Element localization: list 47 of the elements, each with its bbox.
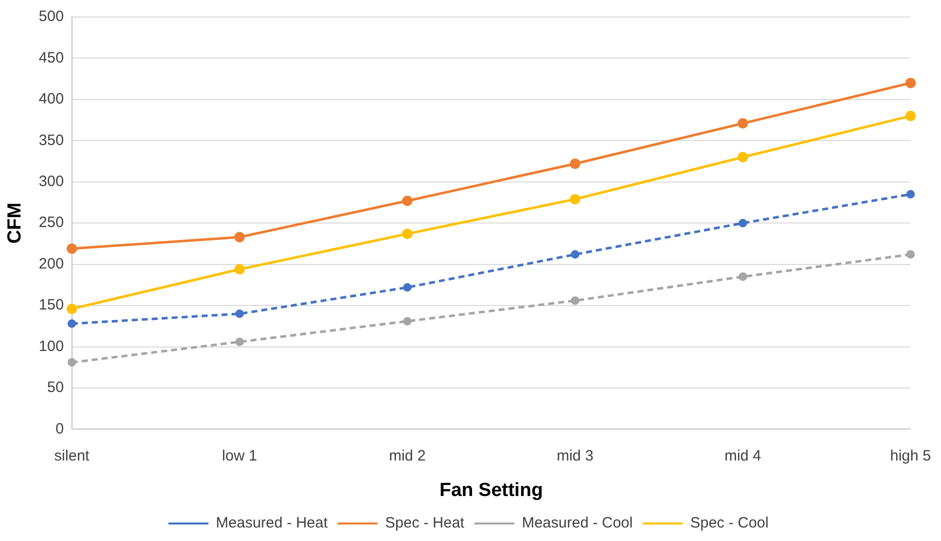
point — [905, 78, 916, 88]
y-tick-label: 100 — [38, 338, 64, 355]
point — [570, 158, 580, 169]
legend-label: Measured - Cool — [522, 514, 633, 532]
y-tick-label: 350 — [38, 132, 64, 149]
y-tick-label: 300 — [38, 173, 64, 190]
x-tick-label: low 1 — [222, 447, 258, 464]
y-tick-label: 200 — [38, 255, 64, 272]
legend-label: Spec - Heat — [385, 514, 466, 532]
y-tick-label: 150 — [38, 296, 64, 314]
point — [66, 304, 78, 314]
point — [68, 358, 76, 367]
point — [402, 196, 413, 206]
point — [66, 243, 78, 254]
y-tick-label: 500 — [38, 8, 64, 26]
point — [738, 218, 748, 228]
x-tick-label: mid 2 — [388, 447, 426, 464]
x-tick-label: silent — [54, 447, 90, 464]
y-tick-label: 50 — [47, 379, 64, 396]
y-tick-label: 0 — [55, 420, 64, 438]
point — [402, 228, 413, 240]
legend-label: Spec - Cool — [690, 514, 769, 532]
point — [235, 338, 244, 346]
x-axis-title: Fan Setting — [439, 480, 543, 501]
point — [235, 310, 244, 318]
x-tick-label: mid 4 — [724, 447, 762, 464]
point — [738, 152, 748, 162]
x-tick-label: mid 3 — [556, 447, 594, 464]
point — [234, 232, 245, 242]
y-tick-label: 250 — [38, 214, 64, 232]
point — [403, 283, 412, 292]
y-tick-label: 400 — [38, 90, 64, 108]
y-axis-title: CFM — [4, 202, 26, 244]
point — [234, 264, 245, 275]
point — [68, 319, 76, 328]
point — [738, 118, 748, 129]
point — [906, 250, 915, 259]
legend-label: Measured - Heat — [216, 514, 328, 532]
point — [570, 250, 580, 259]
point — [570, 296, 580, 305]
point — [403, 316, 412, 326]
point — [570, 194, 580, 204]
point — [905, 110, 916, 122]
point — [906, 190, 915, 198]
point — [738, 272, 748, 281]
y-tick-label: 450 — [38, 49, 64, 66]
x-tick-label: high 5 — [890, 447, 932, 464]
